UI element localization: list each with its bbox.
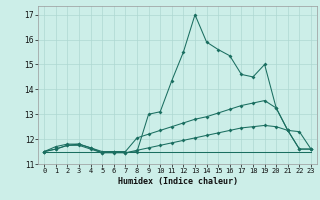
X-axis label: Humidex (Indice chaleur): Humidex (Indice chaleur) [118,177,238,186]
